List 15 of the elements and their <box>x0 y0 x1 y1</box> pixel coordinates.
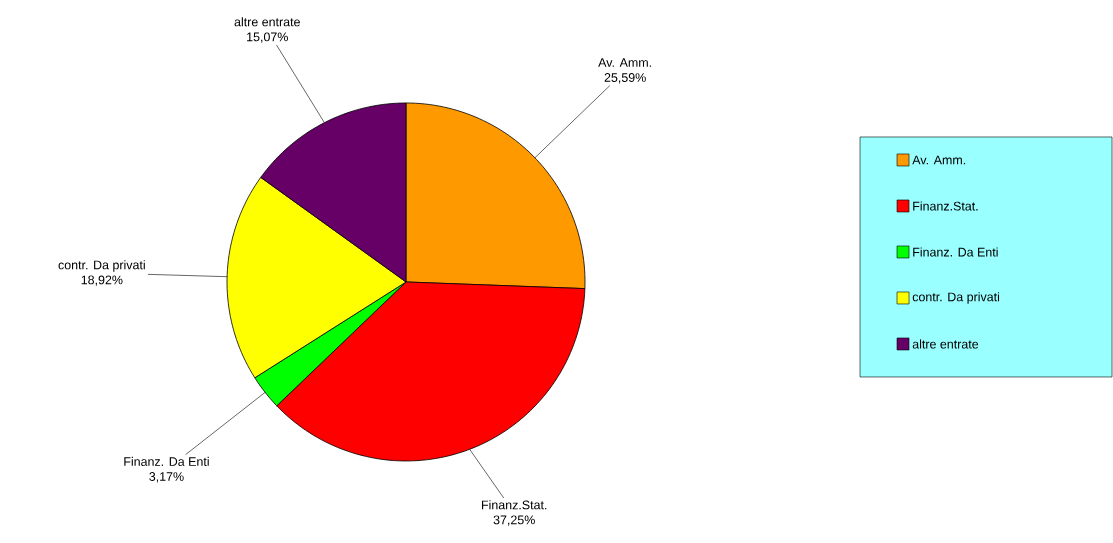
slice-label: Finanz.Stat. <box>481 500 547 510</box>
data-label: 3,17% <box>149 472 184 483</box>
legend-label: Finanz.Stat. <box>913 201 978 211</box>
slice-label: Finanz. Da Enti <box>124 456 209 466</box>
data-label: 25,59% <box>604 73 646 84</box>
legend-label: altre entrate <box>912 339 979 349</box>
data-label: 18,92% <box>81 275 123 286</box>
legend-label: Av. Amm. <box>912 155 966 165</box>
data-label: 37,25% <box>493 515 535 526</box>
slice-label: contr. Da privati <box>58 260 145 272</box>
slice-label: Av. Amm. <box>598 58 651 67</box>
slice-label: altre entrate <box>234 17 300 27</box>
legend-label: contr. Da privati <box>912 292 1000 304</box>
data-label: 15,07% <box>247 32 288 43</box>
legend-label: Finanz. Da Enti <box>913 247 998 257</box>
